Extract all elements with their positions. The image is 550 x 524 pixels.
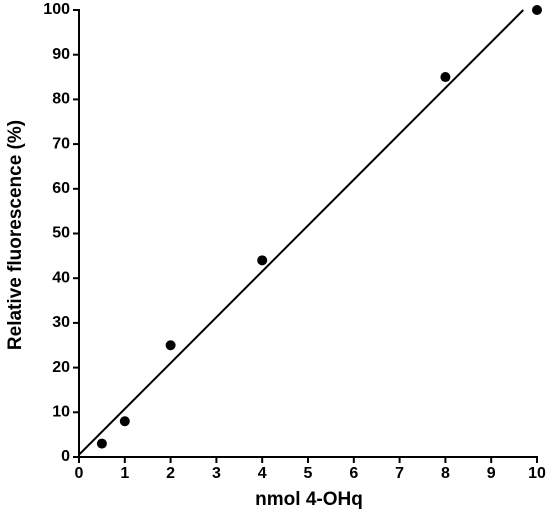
data-point [440, 72, 451, 83]
y-tick-label: 100 [43, 1, 70, 18]
y-axis-label: Relative fluorescence (%) [5, 120, 26, 350]
y-tick-label: 30 [52, 314, 70, 331]
y-tick-label: 70 [52, 135, 70, 152]
x-tick-label: 1 [120, 465, 129, 482]
x-tick-label: 6 [349, 465, 358, 482]
x-tick-label: 8 [441, 465, 450, 482]
x-tick-label: 10 [528, 465, 546, 482]
data-point [165, 340, 176, 351]
y-tick-label: 80 [52, 91, 70, 108]
y-tick-label: 0 [61, 448, 70, 465]
y-tick-label: 40 [52, 269, 70, 286]
y-tick-label: 10 [52, 404, 70, 421]
x-tick-label: 0 [75, 465, 84, 482]
x-tick-label: 4 [258, 465, 267, 482]
y-tick-label: 20 [52, 359, 70, 376]
x-tick-label: 7 [395, 465, 404, 482]
x-tick-label: 3 [212, 465, 221, 482]
y-tick-label: 60 [52, 180, 70, 197]
fit-line [78, 9, 524, 456]
y-tick-label: 90 [52, 46, 70, 63]
x-tick-label: 5 [304, 465, 313, 482]
data-point [96, 438, 107, 449]
x-tick-label: 2 [166, 465, 175, 482]
data-point [532, 5, 542, 15]
data-point [119, 416, 130, 427]
y-tick-label: 50 [52, 225, 70, 242]
x-tick-label: 9 [487, 465, 496, 482]
data-point [257, 255, 268, 266]
x-axis-label: nmol 4-OHq [255, 489, 363, 510]
